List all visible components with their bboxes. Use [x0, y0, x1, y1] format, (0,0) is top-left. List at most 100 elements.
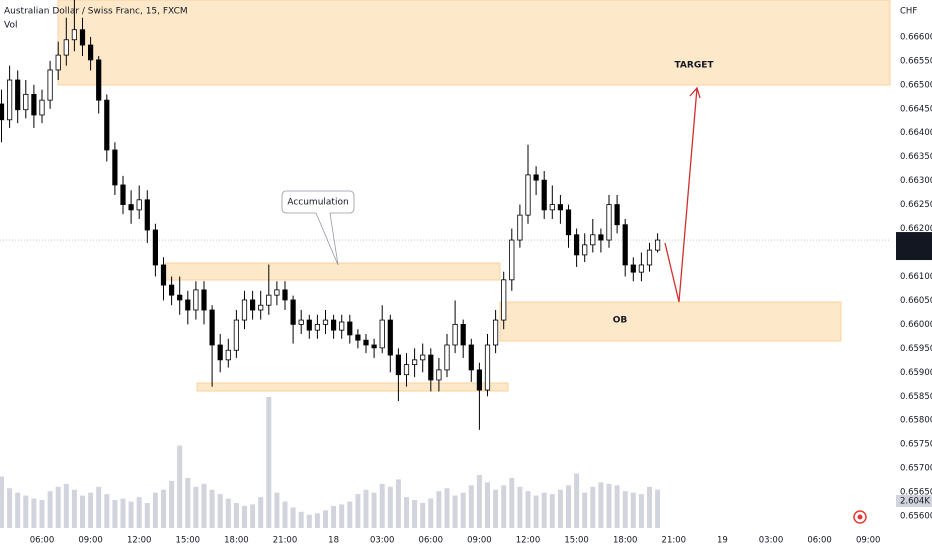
volume-bar [428, 498, 434, 528]
volume-bar [104, 494, 110, 528]
zones [57, 0, 891, 392]
y-tick-label: 0.66250 [900, 200, 932, 210]
volume-bar [622, 491, 628, 528]
volume-bar [298, 511, 304, 528]
candle-body [152, 229, 158, 266]
volume-bar [647, 486, 652, 528]
volume-title: Vol [4, 21, 17, 31]
volume-bar [436, 491, 442, 528]
candle-body [525, 174, 531, 216]
callout-box [281, 190, 355, 266]
volume-bar [225, 498, 231, 528]
candle-body [31, 93, 37, 116]
volume-bar [47, 491, 53, 528]
x-tick-label: 18:00 [224, 536, 249, 546]
volume-bar [549, 494, 555, 528]
candle-body [501, 279, 507, 321]
accumulation-zone [164, 262, 501, 281]
volume-bar [655, 489, 661, 528]
candle-body [614, 204, 620, 226]
candle-body [436, 369, 442, 381]
x-tick-label: 09:00 [78, 536, 103, 546]
candle-body [387, 319, 393, 356]
candle-body [622, 224, 628, 266]
price-axis: CHF 0.65600 0.65650 0.65700 0.65750 0.65800 0… [894, 7, 932, 522]
volume-bar [112, 500, 118, 528]
volume-value-box [896, 495, 932, 507]
candle-body [314, 323, 321, 331]
currency: CHF [900, 7, 917, 17]
alert-icon [853, 510, 867, 524]
candle-body [96, 59, 102, 101]
candle-body [193, 289, 199, 311]
callout: Accumulation [281, 190, 355, 266]
volume-bar [152, 492, 158, 528]
candle-body [492, 319, 499, 346]
y-tick-label: 0.66500 [900, 80, 932, 90]
candle-body [209, 309, 215, 346]
candle-body [411, 359, 418, 366]
candle-body [112, 149, 118, 186]
candle-body [88, 44, 94, 61]
volume-bar [525, 491, 531, 528]
candle-body [55, 54, 61, 71]
candle-body [330, 319, 337, 331]
volume-bar [501, 485, 507, 528]
y-tick-label: 0.65800 [900, 416, 932, 426]
x-tick-label: 03:00 [370, 536, 395, 546]
chart-title: Australian Dollar / Swiss Franc, 15, FXC… [4, 7, 188, 17]
candle-body [47, 69, 53, 101]
candle-body [249, 299, 256, 311]
candle-body [217, 344, 223, 361]
candle-body [71, 29, 77, 41]
candle-body [606, 204, 612, 241]
candle-body [533, 174, 539, 181]
candle-body [557, 204, 564, 211]
volume-bar [590, 486, 596, 528]
x-tick-label: 15:00 [564, 536, 589, 546]
low-zone [196, 382, 509, 392]
volume-bar [96, 486, 102, 528]
target-arrow [664, 86, 701, 303]
y-tick-label: 0.65850 [900, 392, 932, 402]
candle-body [484, 344, 491, 391]
volume-bar [566, 485, 571, 528]
y-tick-label: 0.65950 [900, 344, 932, 354]
volume-bar [7, 488, 13, 528]
candle-body [298, 319, 304, 325]
y-tick-label: 0.66200 [900, 224, 932, 234]
y-tick-label: 0.65700 [900, 464, 932, 474]
volume-bar [88, 492, 94, 528]
x-tick-label: 18 [328, 536, 339, 546]
volume-bar [598, 482, 604, 528]
candle-body [428, 354, 434, 381]
volume-bar [468, 485, 474, 528]
arrow-head [689, 86, 701, 99]
x-tick-label: 06:00 [807, 536, 832, 546]
x-tick-label: 12:00 [127, 536, 152, 546]
volume-bar [306, 514, 312, 528]
volume-bar [557, 489, 563, 528]
candle-body [371, 344, 377, 349]
volume-bar [485, 482, 490, 528]
volume-bar [331, 505, 337, 528]
candle-body [241, 299, 248, 321]
volume-bar [541, 492, 547, 528]
candle-body [233, 319, 239, 351]
volume-bar [509, 477, 515, 528]
volume-bar [71, 489, 77, 528]
candle-body [306, 319, 312, 331]
candle-body [0, 103, 5, 121]
x-tick-label: 03:00 [759, 536, 784, 546]
candle-body [104, 99, 110, 151]
volume-bar [395, 479, 401, 528]
volume-bar [355, 494, 361, 528]
supply-zone [57, 0, 891, 86]
candle-body [23, 93, 29, 111]
volume-bar [185, 477, 191, 528]
volume-bar [242, 505, 247, 528]
y-tick-label: 0.66550 [900, 56, 932, 66]
volume-bar [533, 495, 539, 528]
volume-bar [347, 501, 353, 528]
